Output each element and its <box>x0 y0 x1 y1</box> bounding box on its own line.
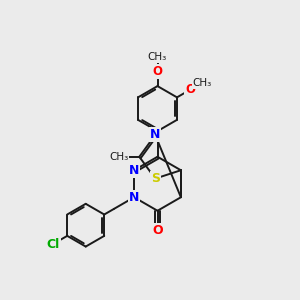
Text: N: N <box>150 128 160 141</box>
Text: CH₃: CH₃ <box>193 78 212 88</box>
Text: N: N <box>129 164 139 177</box>
Text: S: S <box>151 172 160 185</box>
Text: CH₃: CH₃ <box>148 52 167 62</box>
Text: O: O <box>152 224 163 237</box>
Text: CH₃: CH₃ <box>109 152 128 162</box>
Text: O: O <box>185 83 195 96</box>
Text: Cl: Cl <box>46 238 60 250</box>
Text: N: N <box>129 191 139 204</box>
Text: O: O <box>152 64 163 78</box>
